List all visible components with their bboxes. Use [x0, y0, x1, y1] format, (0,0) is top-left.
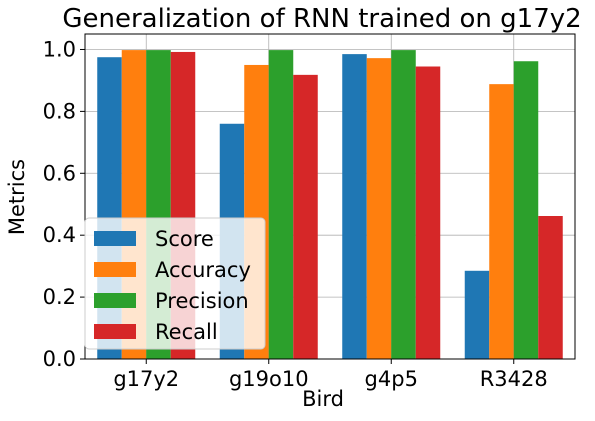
legend-box	[84, 217, 266, 350]
y-tick-label: 0.8	[43, 99, 76, 123]
y-tick-label: 0.2	[43, 285, 76, 309]
y-tick-label: 0.4	[43, 223, 76, 247]
bar-score-g4p5	[342, 54, 367, 359]
y-tick-label: 1.0	[43, 37, 76, 61]
x-tick-label-r3428: R3428	[480, 367, 548, 391]
x-tick-label-g4p5: g4p5	[365, 367, 418, 391]
bar-precision-r3428	[513, 61, 539, 359]
legend: Score Accuracy Precision Recall	[84, 217, 266, 350]
y-tick-label: 0.6	[43, 161, 76, 185]
y-ticks: 0.0 0.2 0.4 0.6 0.8 1.0	[43, 37, 85, 371]
bar-recall-g19o10	[293, 74, 318, 359]
bar-accuracy-g4p5	[366, 58, 392, 360]
legend-swatch-accuracy	[94, 262, 136, 277]
chart-title: Generalization of RNN trained on g17y2	[62, 4, 581, 34]
x-tick-label-g19o10: g19o10	[229, 367, 309, 391]
legend-label-accuracy: Accuracy	[155, 258, 251, 282]
bar-score-r3428	[464, 270, 490, 359]
x-tick-label-g17y2: g17y2	[113, 367, 179, 391]
legend-label-score: Score	[155, 227, 214, 251]
legend-swatch-precision	[94, 293, 136, 308]
bar-accuracy-r3428	[489, 84, 514, 360]
x-axis-label: Bird	[302, 387, 344, 411]
y-axis-label: Metrics	[5, 159, 29, 235]
legend-label-precision: Precision	[155, 289, 249, 313]
bar-recall-r3428	[538, 216, 563, 359]
legend-label-recall: Recall	[155, 320, 218, 344]
bar-precision-g19o10	[268, 50, 294, 359]
legend-swatch-score	[94, 231, 136, 246]
bar-recall-g4p5	[415, 66, 441, 359]
legend-swatch-recall	[94, 324, 136, 339]
bar-precision-g4p5	[391, 50, 416, 359]
y-tick-label: 0.0	[43, 347, 76, 371]
plot-frame	[84, 33, 576, 360]
x-ticks: g17y2 g19o10 g4p5 R3428	[113, 359, 548, 391]
